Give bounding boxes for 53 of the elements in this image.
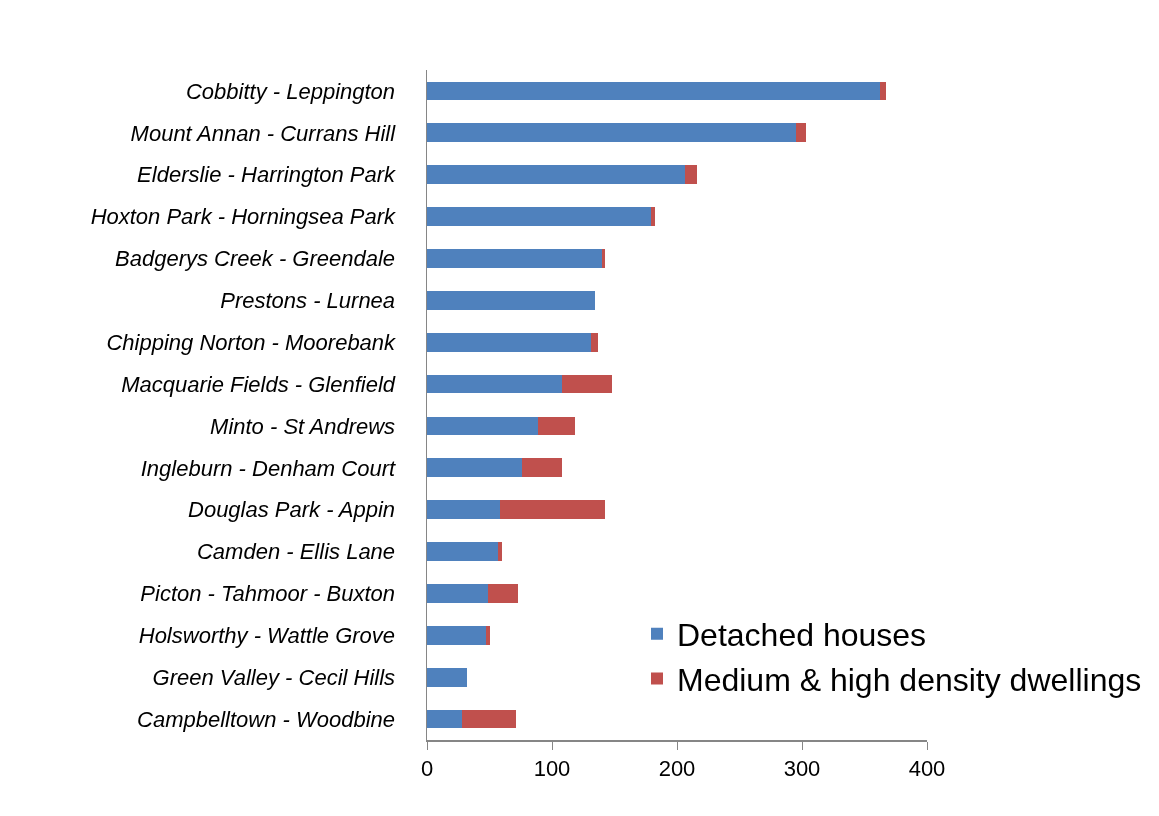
bar: [427, 165, 685, 185]
bar: [684, 165, 697, 185]
bar: [498, 542, 502, 561]
bar: [427, 667, 467, 687]
bar: [427, 625, 486, 645]
x-tick-label: 100: [533, 755, 571, 781]
bar: [427, 81, 880, 101]
y-tick-label: Minto - St Andrews: [210, 413, 396, 439]
x-tick-label: 0: [420, 755, 434, 781]
x-tick-label: 400: [908, 755, 946, 781]
legend-label: Detached houses: [677, 617, 927, 654]
bar: [522, 458, 562, 478]
y-tick-label: Ingleburn - Denham Court: [140, 455, 396, 481]
y-tick-label: Chipping Norton - Moorebank: [106, 329, 397, 355]
y-tick-label: Campbelltown - Woodbine: [137, 706, 396, 732]
bar: [427, 500, 500, 520]
bar: [427, 123, 796, 143]
bar: [427, 249, 602, 268]
bar: [562, 374, 612, 394]
bar: [538, 416, 575, 436]
y-tick-label: Macquarie Fields - Glenfield: [121, 371, 396, 397]
bar: [427, 709, 462, 729]
bar: [488, 584, 519, 603]
y-tick-label: Hoxton Park - Horningsea Park: [90, 204, 397, 230]
y-tick-label: Camden - Ellis Lane: [196, 539, 396, 565]
x-tick-label: 300: [783, 755, 821, 781]
y-tick-label: Green Valley - Cecil Hills: [152, 664, 396, 690]
bar: [427, 290, 595, 310]
y-tick-label: Douglas Park - Appin: [188, 497, 396, 523]
y-tick-label: Holsworthy - Wattle Grove: [138, 623, 396, 649]
bar: [427, 332, 591, 352]
bar: [650, 207, 655, 226]
y-tick-label: Cobbitty - Leppington: [185, 78, 396, 104]
bar: [499, 500, 605, 520]
bar: [427, 584, 489, 603]
x-tick-label: 200: [658, 755, 696, 781]
bar: [427, 207, 651, 226]
y-tick-label: Picton - Tahmoor - Buxton: [140, 581, 396, 607]
bar: [485, 625, 490, 645]
bar: [602, 249, 605, 268]
bar: [462, 709, 516, 729]
y-tick-label: Prestons - Lurnea: [220, 288, 396, 314]
bar: [427, 458, 522, 478]
y-tick-label: Badgerys Creek - Greendale: [115, 246, 396, 272]
y-tick-label: Elderslie - Harrington Park: [137, 162, 397, 188]
y-tick-label: Mount Annan - Currans Hill: [130, 120, 397, 146]
bar: [427, 542, 499, 561]
legend-label: Medium & high density dwellings: [677, 661, 1142, 698]
bar: [427, 416, 539, 436]
bar: [590, 332, 599, 352]
bar: [795, 123, 806, 143]
bar: [879, 81, 886, 101]
bar: [427, 374, 562, 394]
